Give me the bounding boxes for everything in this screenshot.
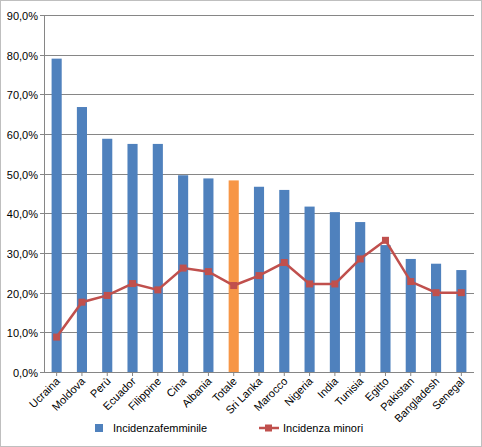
marker bbox=[256, 272, 263, 279]
category-label: Marocco bbox=[251, 375, 289, 413]
tick-label: 90,0% bbox=[7, 10, 38, 22]
marker bbox=[306, 280, 313, 287]
bar bbox=[178, 175, 188, 372]
tick-mark bbox=[436, 372, 437, 376]
marker bbox=[230, 282, 237, 289]
bar bbox=[153, 144, 163, 372]
tick-mark bbox=[40, 253, 44, 254]
tick-mark bbox=[40, 372, 44, 373]
marker bbox=[281, 259, 288, 266]
tick-label: 20,0% bbox=[7, 288, 38, 300]
tick-mark bbox=[40, 332, 44, 333]
marker bbox=[433, 289, 440, 296]
tick-mark bbox=[183, 372, 184, 376]
bar bbox=[254, 187, 264, 372]
chart: 0,0% 10,0% 20,0% 30,0% 40,0% 50,0% 60,0% 70,0% 8… bbox=[0, 0, 482, 447]
bar bbox=[456, 270, 466, 372]
grid-line bbox=[44, 15, 474, 16]
tick-mark bbox=[157, 372, 158, 376]
tick-mark bbox=[40, 174, 44, 175]
category-label: Albania bbox=[179, 374, 214, 409]
bar bbox=[102, 139, 112, 372]
bar bbox=[431, 264, 441, 372]
marker bbox=[205, 268, 212, 275]
marker bbox=[154, 286, 161, 293]
legend-swatch bbox=[265, 425, 272, 432]
tick-mark bbox=[81, 372, 82, 376]
tick-label: 80,0% bbox=[7, 50, 38, 62]
x-axis: UcrainaMoldovaPerùEcuadorFilippineCinaAl… bbox=[27, 372, 467, 425]
y-axis-line bbox=[44, 15, 45, 372]
category-label: Nigeria bbox=[282, 374, 316, 408]
bar bbox=[355, 222, 365, 372]
tick-mark bbox=[107, 372, 108, 376]
tick-label: 0,0% bbox=[13, 367, 38, 379]
marker bbox=[78, 299, 85, 306]
marker bbox=[180, 265, 187, 272]
tick-mark bbox=[132, 372, 133, 376]
bar bbox=[203, 178, 213, 372]
grid-line bbox=[44, 55, 474, 56]
tick-mark bbox=[40, 293, 44, 294]
category-label: Tunisia bbox=[332, 374, 366, 408]
plot-area bbox=[52, 59, 467, 372]
marker bbox=[382, 237, 389, 244]
category-label: Senegal bbox=[430, 375, 467, 412]
category-label: Filippine bbox=[126, 375, 163, 412]
tick-label: 30,0% bbox=[7, 248, 38, 260]
grid-line bbox=[44, 94, 474, 95]
bar bbox=[305, 207, 315, 372]
y-axis: 0,0% 10,0% 20,0% 30,0% 40,0% 50,0% 60,0% 70,0% 8… bbox=[7, 10, 474, 379]
tick-mark bbox=[40, 55, 44, 56]
legend-label: Incidenzafemminile bbox=[113, 422, 207, 434]
tick-mark bbox=[461, 372, 462, 376]
line bbox=[57, 240, 462, 337]
bar bbox=[330, 212, 340, 372]
chart-frame bbox=[1, 1, 482, 447]
marker bbox=[53, 334, 60, 341]
tick-mark bbox=[309, 372, 310, 376]
tick-mark bbox=[40, 94, 44, 95]
tick-mark bbox=[259, 372, 260, 376]
grid-line bbox=[44, 134, 474, 135]
bar bbox=[380, 245, 390, 372]
tick-label: 10,0% bbox=[7, 327, 38, 339]
legend-label: Incidenza minori bbox=[283, 422, 363, 434]
bar bbox=[77, 107, 87, 372]
tick-label: 70,0% bbox=[7, 89, 38, 101]
tick-label: 40,0% bbox=[7, 208, 38, 220]
tick-mark bbox=[284, 372, 285, 376]
tick-mark bbox=[334, 372, 335, 376]
bar bbox=[52, 59, 62, 372]
marker bbox=[458, 289, 465, 296]
marker bbox=[104, 292, 111, 299]
legend: Incidenzafemminile Incidenza minori bbox=[95, 422, 363, 434]
bar bbox=[279, 190, 289, 372]
marker bbox=[357, 255, 364, 262]
tick-mark bbox=[56, 372, 57, 376]
tick-mark bbox=[410, 372, 411, 376]
tick-mark bbox=[40, 15, 44, 16]
tick-mark bbox=[233, 372, 234, 376]
tick-label: 60,0% bbox=[7, 129, 38, 141]
tick-mark bbox=[208, 372, 209, 376]
marker bbox=[407, 278, 414, 285]
bar bbox=[127, 144, 137, 372]
legend-swatch bbox=[95, 424, 103, 432]
tick-mark bbox=[385, 372, 386, 376]
marker bbox=[129, 280, 136, 287]
tick-label: 50,0% bbox=[7, 169, 38, 181]
marker bbox=[331, 280, 338, 287]
tick-mark bbox=[40, 213, 44, 214]
category-label: Moldova bbox=[49, 374, 88, 413]
bar bbox=[229, 180, 239, 372]
tick-mark bbox=[360, 372, 361, 376]
tick-mark bbox=[40, 134, 44, 135]
